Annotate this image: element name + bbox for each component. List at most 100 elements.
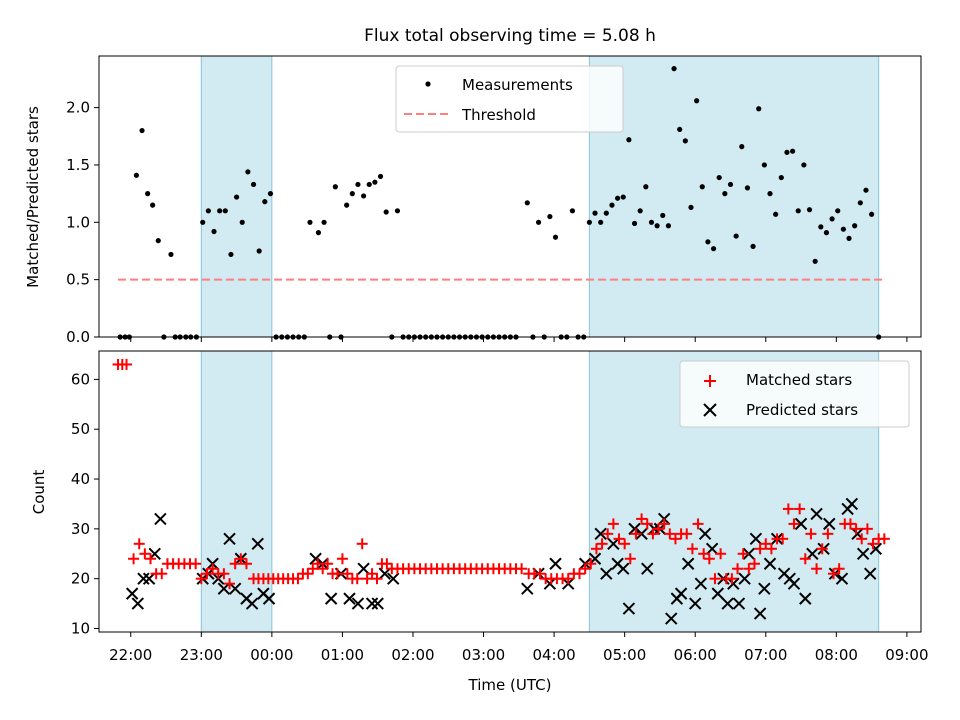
measurement-point bbox=[603, 210, 609, 216]
measurement-point bbox=[863, 187, 869, 193]
measurement-point bbox=[155, 238, 161, 244]
measurement-point bbox=[727, 181, 734, 188]
measurement-point bbox=[145, 191, 151, 197]
measurement-point bbox=[767, 191, 773, 197]
matched-star-point bbox=[782, 503, 794, 515]
measurement-point bbox=[524, 200, 530, 206]
predicted-star-point bbox=[131, 597, 145, 610]
matched-star-point bbox=[322, 558, 334, 570]
measurement-point bbox=[256, 248, 262, 254]
x-tick-label: 09:00 bbox=[885, 646, 928, 664]
matched-star-point bbox=[844, 518, 856, 530]
measurement-point bbox=[383, 209, 389, 215]
y-tick-label: 10 bbox=[71, 620, 90, 638]
x-tick-label: 00:00 bbox=[250, 646, 293, 664]
matched-star-point bbox=[596, 538, 608, 550]
measurement-point bbox=[239, 219, 245, 225]
measurement-point bbox=[789, 148, 796, 154]
measurement-point bbox=[665, 223, 672, 229]
top-y-ticks: 0.0 0.5 1.0 1.5 2.0 bbox=[66, 99, 99, 346]
x-tick-label: 22:00 bbox=[109, 646, 152, 664]
legend-measurements-marker bbox=[425, 81, 431, 87]
matched-star-point bbox=[878, 533, 890, 545]
matched-star-point bbox=[754, 543, 766, 555]
matched-star-point bbox=[307, 563, 319, 575]
top-legend-box bbox=[395, 65, 624, 133]
measurement-point bbox=[620, 194, 626, 200]
bottom-legend: Matched stars Predicted stars bbox=[679, 360, 910, 428]
x-tick-label: 07:00 bbox=[744, 646, 787, 664]
matched-star-point bbox=[709, 573, 721, 585]
measurement-point bbox=[569, 208, 576, 214]
measurement-point bbox=[677, 126, 683, 133]
predicted-star-point bbox=[635, 527, 648, 541]
measurement-point bbox=[739, 144, 745, 150]
bottom-y-axis-label: Count bbox=[30, 470, 48, 515]
measurement-point bbox=[829, 216, 835, 222]
predicted-star-point bbox=[732, 597, 746, 610]
matched-star-point bbox=[760, 538, 772, 550]
x-tick-label: 01:00 bbox=[321, 646, 364, 664]
measurement-point bbox=[750, 243, 756, 249]
matched-star-point bbox=[658, 518, 670, 530]
measurement-point bbox=[315, 230, 322, 236]
predicted-star-point bbox=[142, 572, 156, 585]
predicted-star-point bbox=[223, 532, 236, 546]
legend-predicted-marker bbox=[703, 403, 717, 417]
measurement-point bbox=[211, 228, 217, 235]
measurement-point bbox=[267, 191, 274, 197]
measurement-point bbox=[592, 210, 598, 216]
predicted-star-point bbox=[753, 607, 767, 620]
measurement-point bbox=[671, 66, 677, 72]
matched-star-point bbox=[653, 523, 665, 535]
predicted-star-point bbox=[137, 572, 150, 585]
bottom-x-ticks: 22:00 23:00 00:00 01:00 02:00 03:00 04:00 05:00… bbox=[109, 632, 929, 664]
matched-star-point bbox=[156, 568, 168, 580]
bottom-plot-frame bbox=[98, 350, 922, 633]
measurement-point bbox=[744, 185, 751, 191]
bottom-legend-box bbox=[679, 360, 910, 428]
matched-star-point bbox=[302, 568, 314, 580]
predicted-star-point bbox=[721, 597, 734, 610]
matched-star-point bbox=[190, 558, 202, 570]
matched-star-point bbox=[207, 563, 219, 575]
x-tick-label: 03:00 bbox=[462, 646, 505, 664]
measurement-point bbox=[846, 235, 852, 241]
top-shaded-spans bbox=[200, 55, 880, 338]
measurement-point bbox=[710, 246, 717, 252]
y-tick-label: 40 bbox=[71, 470, 90, 488]
predicted-star-point bbox=[217, 582, 231, 595]
matched-star-point bbox=[139, 548, 151, 560]
predicted-star-point bbox=[863, 567, 877, 580]
measurement-point bbox=[355, 181, 361, 188]
measurement-point bbox=[609, 202, 615, 208]
measurement-point bbox=[372, 179, 378, 185]
matched-star-point bbox=[737, 548, 749, 560]
y-tick-label: 30 bbox=[71, 520, 90, 538]
matched-star-point bbox=[788, 518, 800, 530]
x-tick-label: 05:00 bbox=[603, 646, 646, 664]
x-tick-label: 02:00 bbox=[391, 646, 434, 664]
matched-star-point bbox=[850, 523, 862, 535]
measurement-point bbox=[332, 184, 338, 190]
matched-star-point bbox=[312, 558, 324, 570]
matched-star-point bbox=[534, 568, 546, 580]
predicted-star-point bbox=[324, 592, 338, 605]
measurement-point bbox=[648, 219, 655, 225]
measurement-point bbox=[778, 174, 784, 181]
predicted-star-point bbox=[365, 597, 379, 610]
measurement-point bbox=[733, 233, 739, 239]
measurement-point bbox=[631, 220, 638, 227]
matched-star-point bbox=[128, 553, 140, 565]
y-tick-label: 1.0 bbox=[66, 213, 90, 231]
predicted-star-point bbox=[727, 577, 740, 590]
top-x-ticks bbox=[130, 337, 908, 342]
predicted-star-point bbox=[787, 577, 801, 590]
measurement-point bbox=[784, 149, 790, 155]
measurement-point bbox=[321, 219, 327, 225]
measurement-point bbox=[586, 219, 592, 225]
matched-star-point bbox=[619, 538, 631, 550]
predicted-star-point bbox=[251, 537, 264, 551]
predicted-star-point bbox=[594, 527, 607, 541]
